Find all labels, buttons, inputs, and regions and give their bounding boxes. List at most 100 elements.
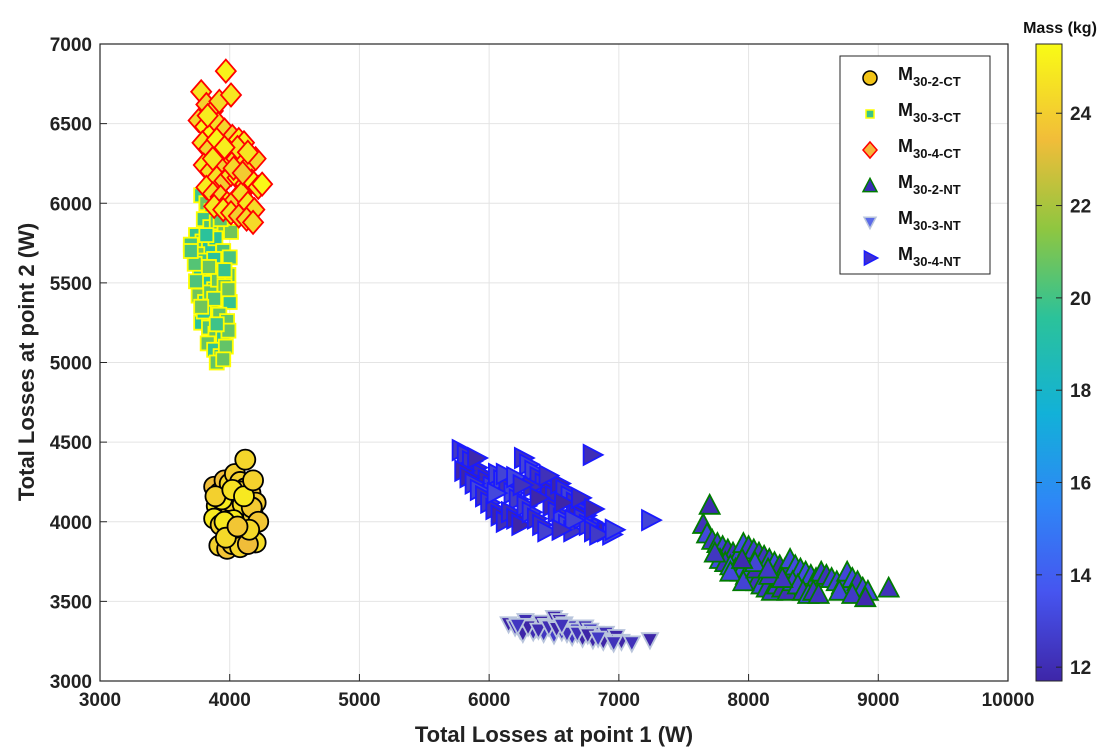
legend-marker-30-2-nt	[861, 176, 879, 193]
point-30-3-nt	[604, 635, 624, 654]
y-tick-label: 6500	[50, 115, 92, 136]
y-tick-labels: 3000 3500 4000 4500 5000 5500 6000 6500 7000	[50, 35, 107, 693]
point-30-2-nt	[756, 556, 780, 579]
point-30-3-nt	[508, 617, 528, 636]
point-30-3-ct	[206, 290, 223, 307]
legend-label-main: M	[898, 136, 913, 156]
point-30-2-nt	[807, 582, 831, 604]
point-30-4-nt	[538, 464, 561, 488]
colorbar-tick-label: 18	[1070, 381, 1091, 402]
point-30-2-ct	[226, 515, 249, 538]
point-30-3-ct	[182, 243, 199, 259]
y-tick-label: 5000	[50, 354, 92, 375]
point-30-4-nt	[564, 508, 587, 532]
y-axis-label: Total Losses at point 2 (W)	[14, 223, 39, 501]
point-30-3-ct	[220, 281, 237, 298]
point-30-4-nt	[551, 518, 574, 542]
point-30-3-ct	[208, 316, 225, 333]
point-30-3-ct	[188, 273, 204, 290]
legend-label-30-4-ct: M30-4-CT	[898, 136, 961, 161]
point-30-4-nt	[529, 486, 552, 510]
legend: M30-2-CTM30-3-CTM30-4-CTM30-2-NTM30-3-NT…	[839, 55, 991, 275]
point-30-3-nt	[552, 617, 572, 636]
point-30-4-ct	[214, 58, 238, 84]
point-30-4-nt	[571, 486, 593, 510]
legend-marker-30-4-nt	[863, 249, 880, 267]
legend-marker-30-3-ct	[865, 109, 875, 119]
colorbar-tick-label: 22	[1070, 197, 1091, 218]
legend-label-main: M	[898, 244, 913, 264]
colorbar: Mass (kg) 12 14 16 18 20 22 24	[1023, 20, 1097, 682]
y-tick-label: 5500	[50, 274, 92, 295]
point-30-3-ct	[193, 298, 210, 315]
point-30-2-nt	[840, 582, 864, 604]
x-tick-label: 9000	[857, 690, 899, 711]
y-tick-label: 6000	[50, 194, 92, 215]
colorbar-title: Mass (kg)	[1023, 20, 1097, 37]
x-tick-label: 8000	[727, 690, 769, 711]
point-30-4-nt	[537, 519, 560, 543]
point-30-2-nt	[731, 569, 755, 592]
data-points	[182, 58, 901, 654]
legend-label-subscript: 30-2-NT	[913, 182, 961, 197]
point-30-4-ct	[213, 134, 236, 161]
legend-label-main: M	[898, 172, 913, 192]
point-30-4-nt	[589, 522, 612, 546]
point-30-4-nt	[604, 518, 627, 542]
point-30-3-ct	[215, 351, 232, 368]
point-30-4-nt	[584, 497, 606, 521]
point-30-2-nt	[877, 575, 901, 598]
x-axis-label: Total Losses at point 1 (W)	[415, 722, 693, 747]
legend-label-30-4-nt: M30-4-NT	[898, 244, 961, 269]
point-30-4-nt	[641, 508, 663, 532]
point-30-2-nt	[703, 540, 727, 563]
point-30-4-ct	[196, 102, 219, 129]
point-30-4-ct	[250, 171, 274, 198]
legend-label-30-2-ct: M30-2-CT	[898, 64, 961, 89]
point-30-4-ct	[231, 160, 254, 186]
x-tick-label: 10000	[982, 690, 1035, 711]
x-tick-label: 4000	[209, 690, 251, 711]
legend-box	[839, 55, 991, 275]
legend-label-main: M	[898, 64, 913, 84]
y-tick-label: 4500	[50, 433, 92, 454]
point-30-3-ct	[201, 259, 217, 275]
colorbar-tick-label: 24	[1070, 104, 1092, 125]
point-30-4-ct	[241, 209, 265, 236]
point-30-2-ct	[234, 448, 257, 471]
legend-label-subscript: 30-2-CT	[913, 74, 961, 89]
legend-label-30-3-nt: M30-3-NT	[898, 208, 961, 233]
point-30-4-ct	[236, 139, 260, 166]
legend-marker-30-2-ct	[862, 70, 878, 86]
y-tick-label: 3500	[50, 592, 92, 613]
point-30-3-ct	[198, 227, 215, 244]
point-30-4-nt	[582, 443, 605, 467]
legend-marker-30-3-nt	[862, 216, 878, 231]
point-30-4-ct	[219, 82, 243, 108]
y-tick-label: 7000	[50, 35, 92, 56]
point-30-4-nt	[467, 446, 490, 470]
point-30-3-nt	[588, 630, 608, 649]
legend-label-subscript: 30-4-CT	[913, 146, 961, 161]
colorbar-tick-label: 20	[1070, 289, 1091, 310]
legend-label-subscript: 30-4-NT	[913, 254, 961, 269]
colorbar-tick-label: 16	[1070, 474, 1091, 495]
point-30-4-ct	[201, 145, 225, 172]
point-30-3-nt	[622, 635, 642, 654]
legend-label-30-3-ct: M30-3-CT	[898, 100, 961, 125]
point-30-2-nt	[730, 547, 754, 569]
colorbar-tick-label: 12	[1070, 658, 1091, 679]
point-30-2-ct	[242, 469, 264, 492]
legend-label-30-2-nt: M30-2-NT	[898, 172, 961, 197]
legend-label-main: M	[898, 208, 913, 228]
point-30-2-nt	[827, 578, 851, 601]
point-30-2-nt	[853, 585, 877, 608]
point-30-2-nt	[698, 492, 722, 515]
legend-label-main: M	[898, 100, 913, 120]
x-tick-label: 3000	[79, 690, 121, 711]
point-30-3-nt	[640, 632, 660, 651]
point-30-4-nt	[486, 481, 509, 505]
point-30-4-nt	[512, 473, 535, 497]
x-tick-labels: 3000 4000 5000 6000 7000 8000 9000 10000	[79, 674, 1035, 711]
